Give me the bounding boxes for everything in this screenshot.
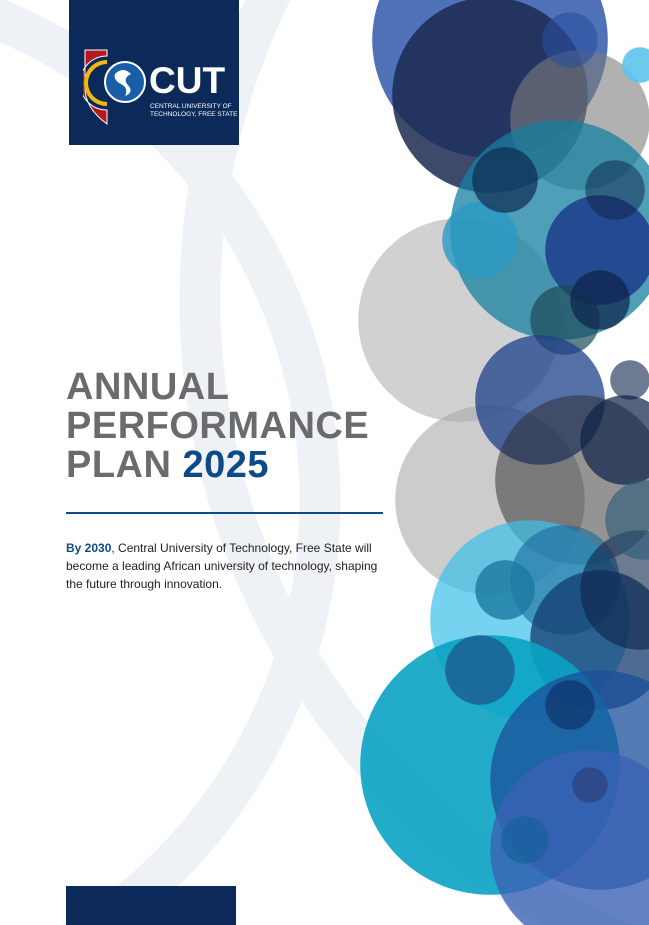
title-year: 2025	[182, 444, 270, 486]
logo-line2: TECHNOLOGY, FREE STATE	[150, 111, 238, 118]
logo-line1: CENTRAL UNIVERSITY OF	[150, 103, 232, 110]
title-line3: PLAN 2025	[66, 446, 369, 485]
cut-logo: CUT CENTRAL UNIVERSITY OF TECHNOLOGY, FR…	[69, 0, 239, 145]
divider	[66, 512, 383, 514]
title-line2: PERFORMANCE	[66, 405, 370, 447]
logo-acronym: CUT	[149, 60, 226, 101]
vision-lead: By 2030	[66, 541, 112, 555]
shield-icon	[83, 49, 146, 125]
footer-bar	[66, 886, 236, 925]
vision-text: , Central University of Technology, Free…	[66, 541, 378, 591]
page-title: ANNUAL PERFORMANCE PLAN 2025	[66, 368, 369, 485]
vision-statement: By 2030, Central University of Technolog…	[66, 539, 396, 593]
title-plan: PLAN	[66, 444, 172, 486]
logo-subtitle: CENTRAL UNIVERSITY OF TECHNOLOGY, FREE S…	[150, 103, 240, 119]
title-line1: ANNUAL	[66, 366, 230, 408]
